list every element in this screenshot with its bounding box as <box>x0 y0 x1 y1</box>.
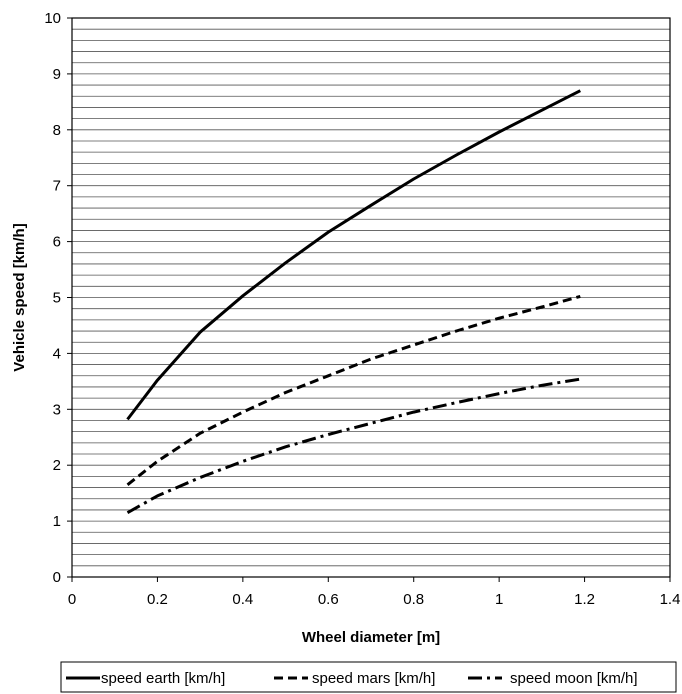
x-tick-label: 0 <box>68 591 76 608</box>
legend-label: speed earth [km/h] <box>101 670 225 687</box>
x-axis-tick-labels: 0 0.2 0.4 0.6 0.8 1 1.2 1.4 <box>68 577 681 608</box>
legend-label: speed moon [km/h] <box>510 670 638 687</box>
x-axis-title: Wheel diameter [m] <box>302 629 440 646</box>
series-line <box>126 377 581 515</box>
legend-label: speed mars [km/h] <box>312 670 435 687</box>
series-line <box>126 294 581 486</box>
y-tick-label: 6 <box>53 234 61 251</box>
x-tick-label: 0.6 <box>318 591 339 608</box>
x-tick-label: 0.2 <box>147 591 168 608</box>
y-tick-label: 10 <box>44 10 61 27</box>
series-line <box>126 89 581 421</box>
y-tick-label: 2 <box>53 457 61 474</box>
legend-box <box>60 661 677 693</box>
x-tick-label: 1.4 <box>660 591 681 608</box>
y-tick-label: 3 <box>53 401 61 418</box>
gridlines <box>72 28 670 567</box>
y-axis-tick-labels: 0 1 2 3 4 5 6 7 8 9 10 <box>44 10 72 586</box>
y-tick-label: 7 <box>53 178 61 195</box>
y-tick-label: 1 <box>53 513 61 530</box>
x-tick-label: 0.8 <box>403 591 424 608</box>
y-tick-label: 9 <box>53 66 61 83</box>
y-tick-label: 8 <box>53 122 61 139</box>
x-tick-label: 0.4 <box>232 591 253 608</box>
x-tick-label: 1 <box>495 591 503 608</box>
legend: speed earth [km/h] speed mars [km/h] speed… <box>60 661 677 693</box>
data-series <box>126 89 581 515</box>
x-tick-label: 1.2 <box>574 591 595 608</box>
y-axis-title: Vehicle speed [km/h] <box>11 223 28 371</box>
y-tick-label: 5 <box>53 290 61 307</box>
y-tick-label: 0 <box>53 569 61 586</box>
y-tick-label: 4 <box>53 345 61 362</box>
